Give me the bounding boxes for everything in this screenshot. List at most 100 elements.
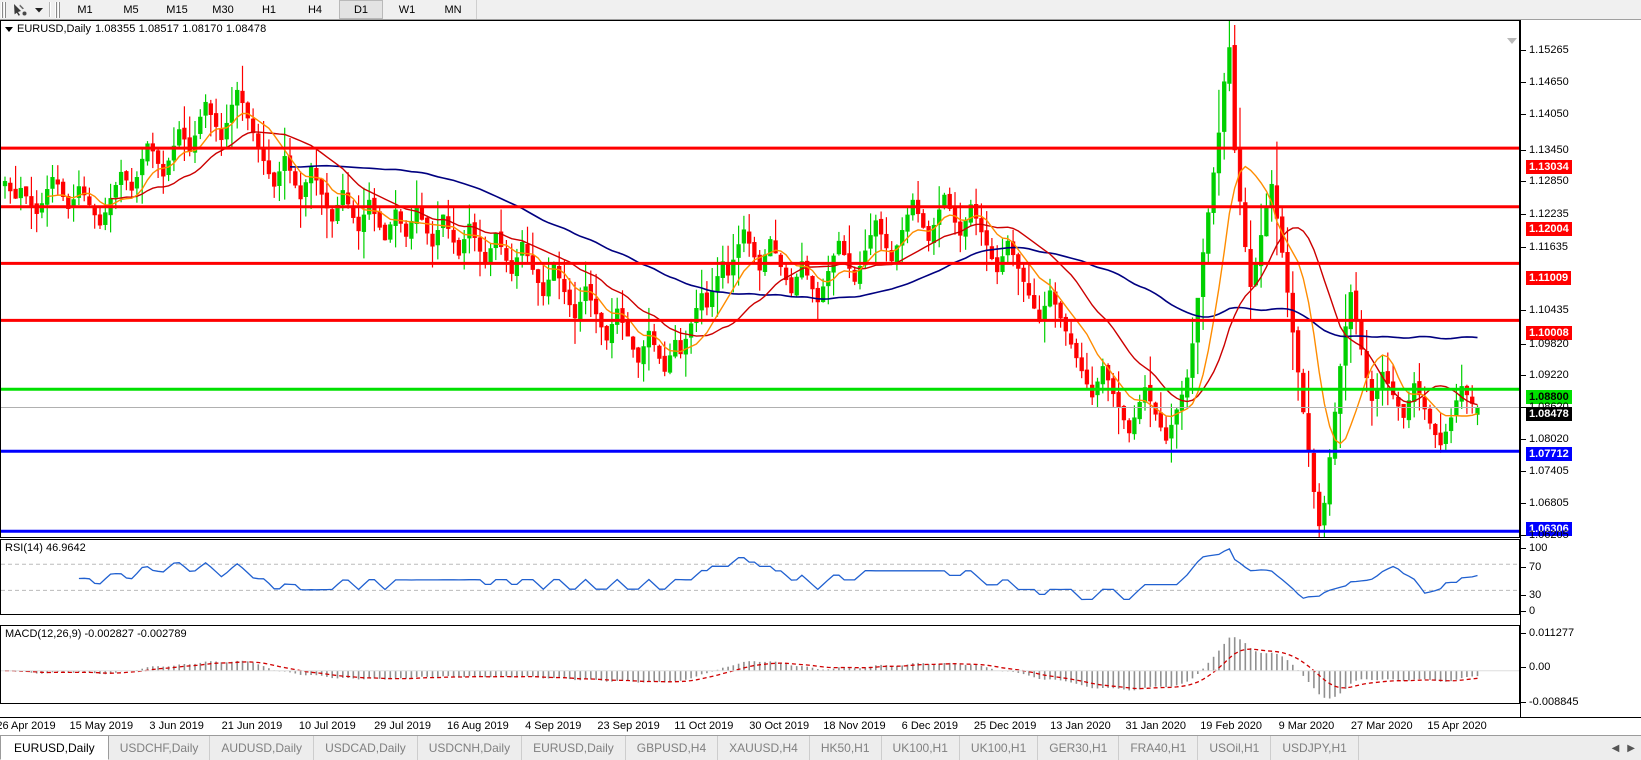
date-label: 23 Sep 2019	[597, 720, 660, 732]
price-label-1-15265: 1.15265	[1529, 44, 1569, 56]
tab-scroll-controls[interactable]: ◀ ▶	[1612, 736, 1641, 760]
rsi-indicator-panel[interactable]: RSI(14) 46.9642	[0, 539, 1520, 615]
price-tick-mark	[1521, 503, 1526, 504]
timeframe-button-h1[interactable]: H1	[261, 3, 277, 16]
rsi-plot[interactable]	[1, 540, 1519, 614]
chart-tab-audusd-daily-2[interactable]: AUDUSD,Daily	[210, 736, 315, 760]
rsi-label-70: 70	[1529, 561, 1542, 573]
price-label-1-11635: 1.11635	[1529, 241, 1568, 253]
date-label: 6 Dec 2019	[901, 720, 958, 732]
rsi-tick-mark	[1521, 611, 1526, 612]
date-label: 18 Nov 2019	[823, 720, 886, 732]
macd-tick-mark	[1521, 667, 1526, 668]
chart-tab-eurusd-daily-0[interactable]: EURUSD,Daily	[0, 735, 109, 760]
timeframe-toolbar: M1 M5 M15 M30 H1 H4 D1 W1 MN	[0, 0, 1641, 20]
macd-label-2: -0.008845	[1529, 696, 1579, 708]
price-tick-mark	[1521, 114, 1526, 115]
chart-tab-fra40-h1-12[interactable]: FRA40,H1	[1119, 736, 1199, 760]
macd-indicator-panel[interactable]: MACD(12,26,9) -0.002827 -0.002789	[0, 625, 1520, 704]
date-label: 19 Feb 2020	[1200, 720, 1262, 732]
chevron-down-icon[interactable]	[32, 1, 46, 18]
price-tick-mark	[1521, 344, 1526, 345]
timeframe-button-m1[interactable]: M1	[77, 3, 93, 16]
chart-symbol-header: EURUSD,Daily 1.08355 1.08517 1.08170 1.08…	[5, 23, 266, 35]
chart-tabs-bar[interactable]: EURUSD,Daily USDCHF,Daily AUDUSD,Daily USDC…	[0, 735, 1641, 760]
macd-tick-mark	[1521, 633, 1526, 634]
price-label-1-14650: 1.14650	[1529, 76, 1569, 88]
price-label-1-06805: 1.06805	[1529, 497, 1569, 509]
date-label: 4 Sep 2019	[525, 720, 582, 732]
toolbar-separator	[49, 2, 51, 17]
price-label-1-13034[interactable]: 1.13034	[1526, 160, 1572, 174]
toolbar-empty-area	[476, 0, 1641, 19]
price-label-1-12235: 1.12235	[1529, 208, 1569, 220]
price-label-1-11009[interactable]: 1.11009	[1526, 271, 1572, 285]
price-tick-mark	[1521, 150, 1526, 151]
chart-area[interactable]: EURUSD,Daily 1.08355 1.08517 1.08170 1.08…	[0, 20, 1641, 717]
price-tick-mark	[1521, 247, 1526, 248]
price-chart-panel[interactable]: EURUSD,Daily 1.08355 1.08517 1.08170 1.08…	[0, 20, 1520, 538]
price-label-1-12004[interactable]: 1.12004	[1526, 222, 1572, 236]
price-label-1-06205: 1.06205	[1529, 529, 1569, 541]
ohlc-values: 1.08355 1.08517 1.08170 1.08478	[94, 23, 267, 35]
toolbar-grip-handle[interactable]	[1, 1, 6, 18]
price-label-1-10008[interactable]: 1.10008	[1526, 326, 1572, 340]
price-label-1-07712[interactable]: 1.07712	[1526, 447, 1572, 461]
chart-tab-usdjpy-h1-14[interactable]: USDJPY,H1	[1271, 736, 1359, 760]
chart-tab-usdcnh-daily-4[interactable]: USDCNH,Daily	[418, 736, 523, 760]
chart-tab-uk100-h1-9[interactable]: UK100,H1	[882, 736, 960, 760]
chart-tab-xauusd-h4-7[interactable]: XAUUSD,H4	[718, 736, 810, 760]
price-tick-mark	[1521, 407, 1526, 408]
cursor-crosshair-icon[interactable]	[8, 1, 32, 18]
date-axis[interactable]: 26 Apr 2019 15 May 2019 3 Jun 2019 21 Jun 2…	[0, 717, 1641, 735]
date-label: 15 Apr 2020	[1427, 720, 1487, 732]
rsi-label-100: 100	[1529, 542, 1548, 554]
price-label-1-12850: 1.12850	[1529, 175, 1569, 187]
chart-tab-usdchf-daily-1[interactable]: USDCHF,Daily	[109, 736, 211, 760]
price-label-1-08020: 1.08020	[1529, 433, 1569, 445]
timeframe-button-m15[interactable]: M15	[166, 3, 188, 16]
price-tick-mark	[1521, 82, 1526, 83]
rsi-label: RSI(14) 46.9642	[5, 542, 86, 554]
date-label: 3 Jun 2019	[149, 720, 204, 732]
price-plot[interactable]	[1, 21, 1519, 537]
scroll-up-arrow-icon[interactable]	[1507, 38, 1517, 44]
date-label: 26 Apr 2019	[0, 720, 56, 732]
macd-plot[interactable]	[1, 626, 1519, 703]
date-label: 13 Jan 2020	[1050, 720, 1111, 732]
timeframe-button-m5[interactable]: M5	[123, 3, 139, 16]
rsi-label-30: 30	[1529, 589, 1542, 601]
chart-tab-hk50-h1-8[interactable]: HK50,H1	[810, 736, 882, 760]
price-tick-mark	[1521, 181, 1526, 182]
chart-tab-ger30-h1-11[interactable]: GER30,H1	[1038, 736, 1120, 760]
date-label: 31 Jan 2020	[1125, 720, 1187, 732]
price-label-1-06306[interactable]: 1.06306	[1526, 522, 1572, 536]
chart-tab-eurusd-daily-5[interactable]: EURUSD,Daily	[522, 736, 626, 760]
chart-tab-uk100-h1-10[interactable]: UK100,H1	[960, 736, 1039, 760]
timeframe-button-w1[interactable]: W1	[398, 3, 416, 16]
rsi-tick-mark	[1521, 548, 1526, 549]
chart-tab-usdcad-daily-3[interactable]: USDCAD,Daily	[314, 736, 418, 760]
timeframe-group-grip[interactable]	[55, 1, 60, 18]
price-tick-mark	[1521, 471, 1526, 472]
timeframe-button-m30[interactable]: M30	[212, 3, 234, 16]
tab-scroll-left-icon[interactable]: ◀	[1611, 742, 1620, 754]
collapse-triangle-icon[interactable]	[5, 26, 13, 32]
chart-tab-usoil-h1-13[interactable]: USOil,H1	[1198, 736, 1272, 760]
price-label-1-08478[interactable]: 1.08478	[1526, 407, 1572, 421]
timeframe-button-h4[interactable]: H4	[307, 3, 323, 16]
date-label: 25 Dec 2019	[973, 720, 1037, 732]
timeframe-button-mn[interactable]: MN	[444, 3, 462, 16]
timeframe-button-d1[interactable]: D1	[339, 0, 383, 19]
date-label: 21 Jun 2019	[221, 720, 283, 732]
tab-scroll-right-icon[interactable]: ▶	[1627, 742, 1635, 754]
symbol-label: EURUSD,Daily	[17, 23, 91, 35]
chart-tab-gbpusd-h4-6[interactable]: GBPUSD,H4	[626, 736, 719, 760]
price-label-1-10435: 1.10435	[1529, 304, 1569, 316]
price-label-1-08800[interactable]: 1.08800	[1526, 390, 1572, 404]
price-tick-mark	[1521, 214, 1526, 215]
price-label-1-09820: 1.09820	[1529, 338, 1569, 350]
date-label: 29 Jul 2019	[374, 720, 432, 732]
price-scale-axis[interactable]: 1.15265 1.14650 1.14050 1.13450 1.13034 1.128…	[1520, 20, 1641, 717]
